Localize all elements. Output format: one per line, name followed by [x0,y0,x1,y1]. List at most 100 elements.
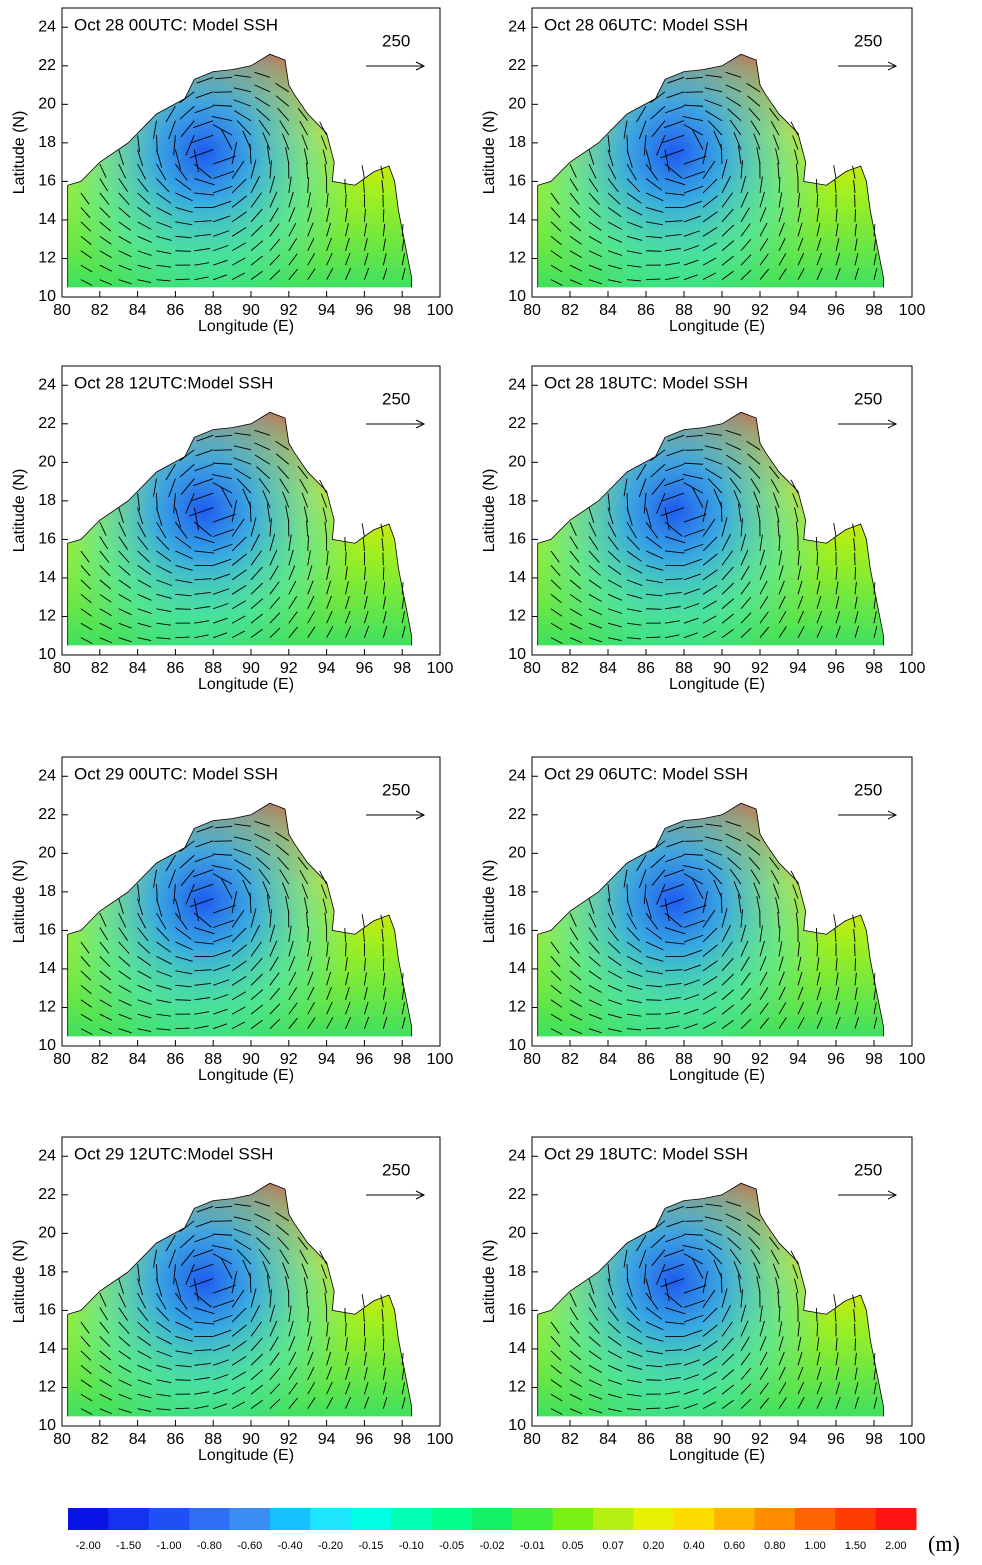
colorbar-label: 0.05 [562,1540,583,1552]
y-tick-label: 20 [38,96,56,113]
y-tick-label: 14 [38,960,56,977]
x-tick-label: 86 [637,302,655,319]
y-tick-label: 22 [38,1186,56,1203]
wind-vector [214,450,232,451]
x-tick-label: 84 [599,302,617,319]
y-tick-label: 14 [508,960,526,977]
color-swatch [593,1508,634,1530]
y-tick-label: 18 [38,1263,56,1280]
x-tick-label: 96 [356,302,374,319]
x-tick-label: 86 [167,1431,185,1448]
wind-vector [646,1380,662,1381]
reference-vector-label: 250 [382,780,410,799]
x-tick-label: 92 [751,1431,769,1448]
reference-vector-label: 250 [382,31,410,50]
y-tick-label: 20 [38,845,56,862]
y-tick-label: 22 [38,415,56,432]
y-axis-label: Latitude (N) [11,860,28,944]
wind-vector [646,1028,660,1029]
panel-title: Oct 29 00UTC: Model SSH [74,764,278,783]
wind-vector [646,637,660,638]
x-axis-label: Longitude (E) [669,1067,765,1084]
y-tick-label: 24 [508,767,526,784]
reference-vector-label: 250 [382,1160,410,1179]
y-tick-label: 14 [508,211,526,228]
x-tick-label: 82 [91,1051,109,1068]
y-tick-label: 22 [508,57,526,74]
y-tick-label: 10 [38,288,56,305]
y-tick-label: 10 [38,1037,56,1054]
wind-vector [214,92,232,93]
x-tick-label: 82 [561,1431,579,1448]
colorbar-label: -1.50 [116,1540,141,1552]
wind-vector [175,251,191,252]
x-tick-label: 94 [789,1431,807,1448]
y-tick-label: 16 [38,531,56,548]
x-tick-label: 84 [129,660,147,677]
wind-vector [816,928,817,942]
x-tick-label: 92 [751,302,769,319]
wind-vector [214,841,232,842]
y-axis-label: Latitude (N) [11,469,28,553]
x-tick-label: 94 [789,660,807,677]
x-axis-label: Longitude (E) [669,676,765,693]
y-tick-label: 12 [38,1379,56,1396]
x-tick-label: 94 [318,1051,336,1068]
color-swatch [431,1508,472,1530]
y-tick-label: 16 [38,173,56,190]
x-axis-label: Longitude (E) [669,1447,765,1464]
y-tick-label: 14 [508,569,526,586]
x-tick-label: 94 [318,660,336,677]
y-tick-label: 24 [508,1147,526,1164]
x-tick-label: 90 [713,302,731,319]
wind-vector [685,92,703,93]
x-tick-label: 88 [204,302,222,319]
x-tick-label: 96 [827,660,845,677]
x-tick-label: 88 [204,1431,222,1448]
x-axis-label: Longitude (E) [198,1447,294,1464]
wind-vector [816,537,817,551]
x-tick-label: 96 [356,1431,374,1448]
color-swatch [633,1508,674,1530]
y-tick-label: 16 [38,922,56,939]
y-tick-label: 16 [38,1302,56,1319]
x-tick-label: 90 [713,1051,731,1068]
x-axis-label: Longitude (E) [198,1067,294,1084]
panel-title: Oct 29 06UTC: Model SSH [544,764,748,783]
color-swatch [835,1508,876,1530]
x-tick-label: 82 [561,660,579,677]
wind-vector [646,1000,662,1001]
x-tick-label: 92 [751,1051,769,1068]
color-swatch [391,1508,432,1530]
color-swatch [351,1508,392,1530]
x-tick-label: 90 [242,660,260,677]
y-tick-label: 20 [38,454,56,471]
y-tick-label: 24 [38,767,56,784]
color-swatch [310,1508,351,1530]
y-tick-label: 24 [38,18,56,35]
x-tick-label: 92 [751,660,769,677]
wind-vector [345,928,346,942]
x-tick-label: 90 [713,660,731,677]
wind-vector [362,914,364,927]
colorbar-label: 0.20 [643,1540,664,1552]
color-swatch [714,1508,755,1530]
x-tick-label: 94 [318,302,336,319]
x-tick-label: 90 [242,1431,260,1448]
x-tick-label: 90 [242,302,260,319]
x-tick-label: 96 [356,660,374,677]
x-tick-label: 88 [675,302,693,319]
panel-title: Oct 28 00UTC: Model SSH [74,15,278,34]
x-tick-label: 86 [167,302,185,319]
x-tick-label: 90 [242,1051,260,1068]
colorbar-label: -0.80 [197,1540,222,1552]
wind-vector [855,567,856,580]
y-tick-label: 24 [38,1147,56,1164]
y-tick-label: 12 [508,1379,526,1396]
wind-vector [175,637,189,638]
y-tick-label: 18 [38,883,56,900]
x-tick-label: 88 [204,660,222,677]
